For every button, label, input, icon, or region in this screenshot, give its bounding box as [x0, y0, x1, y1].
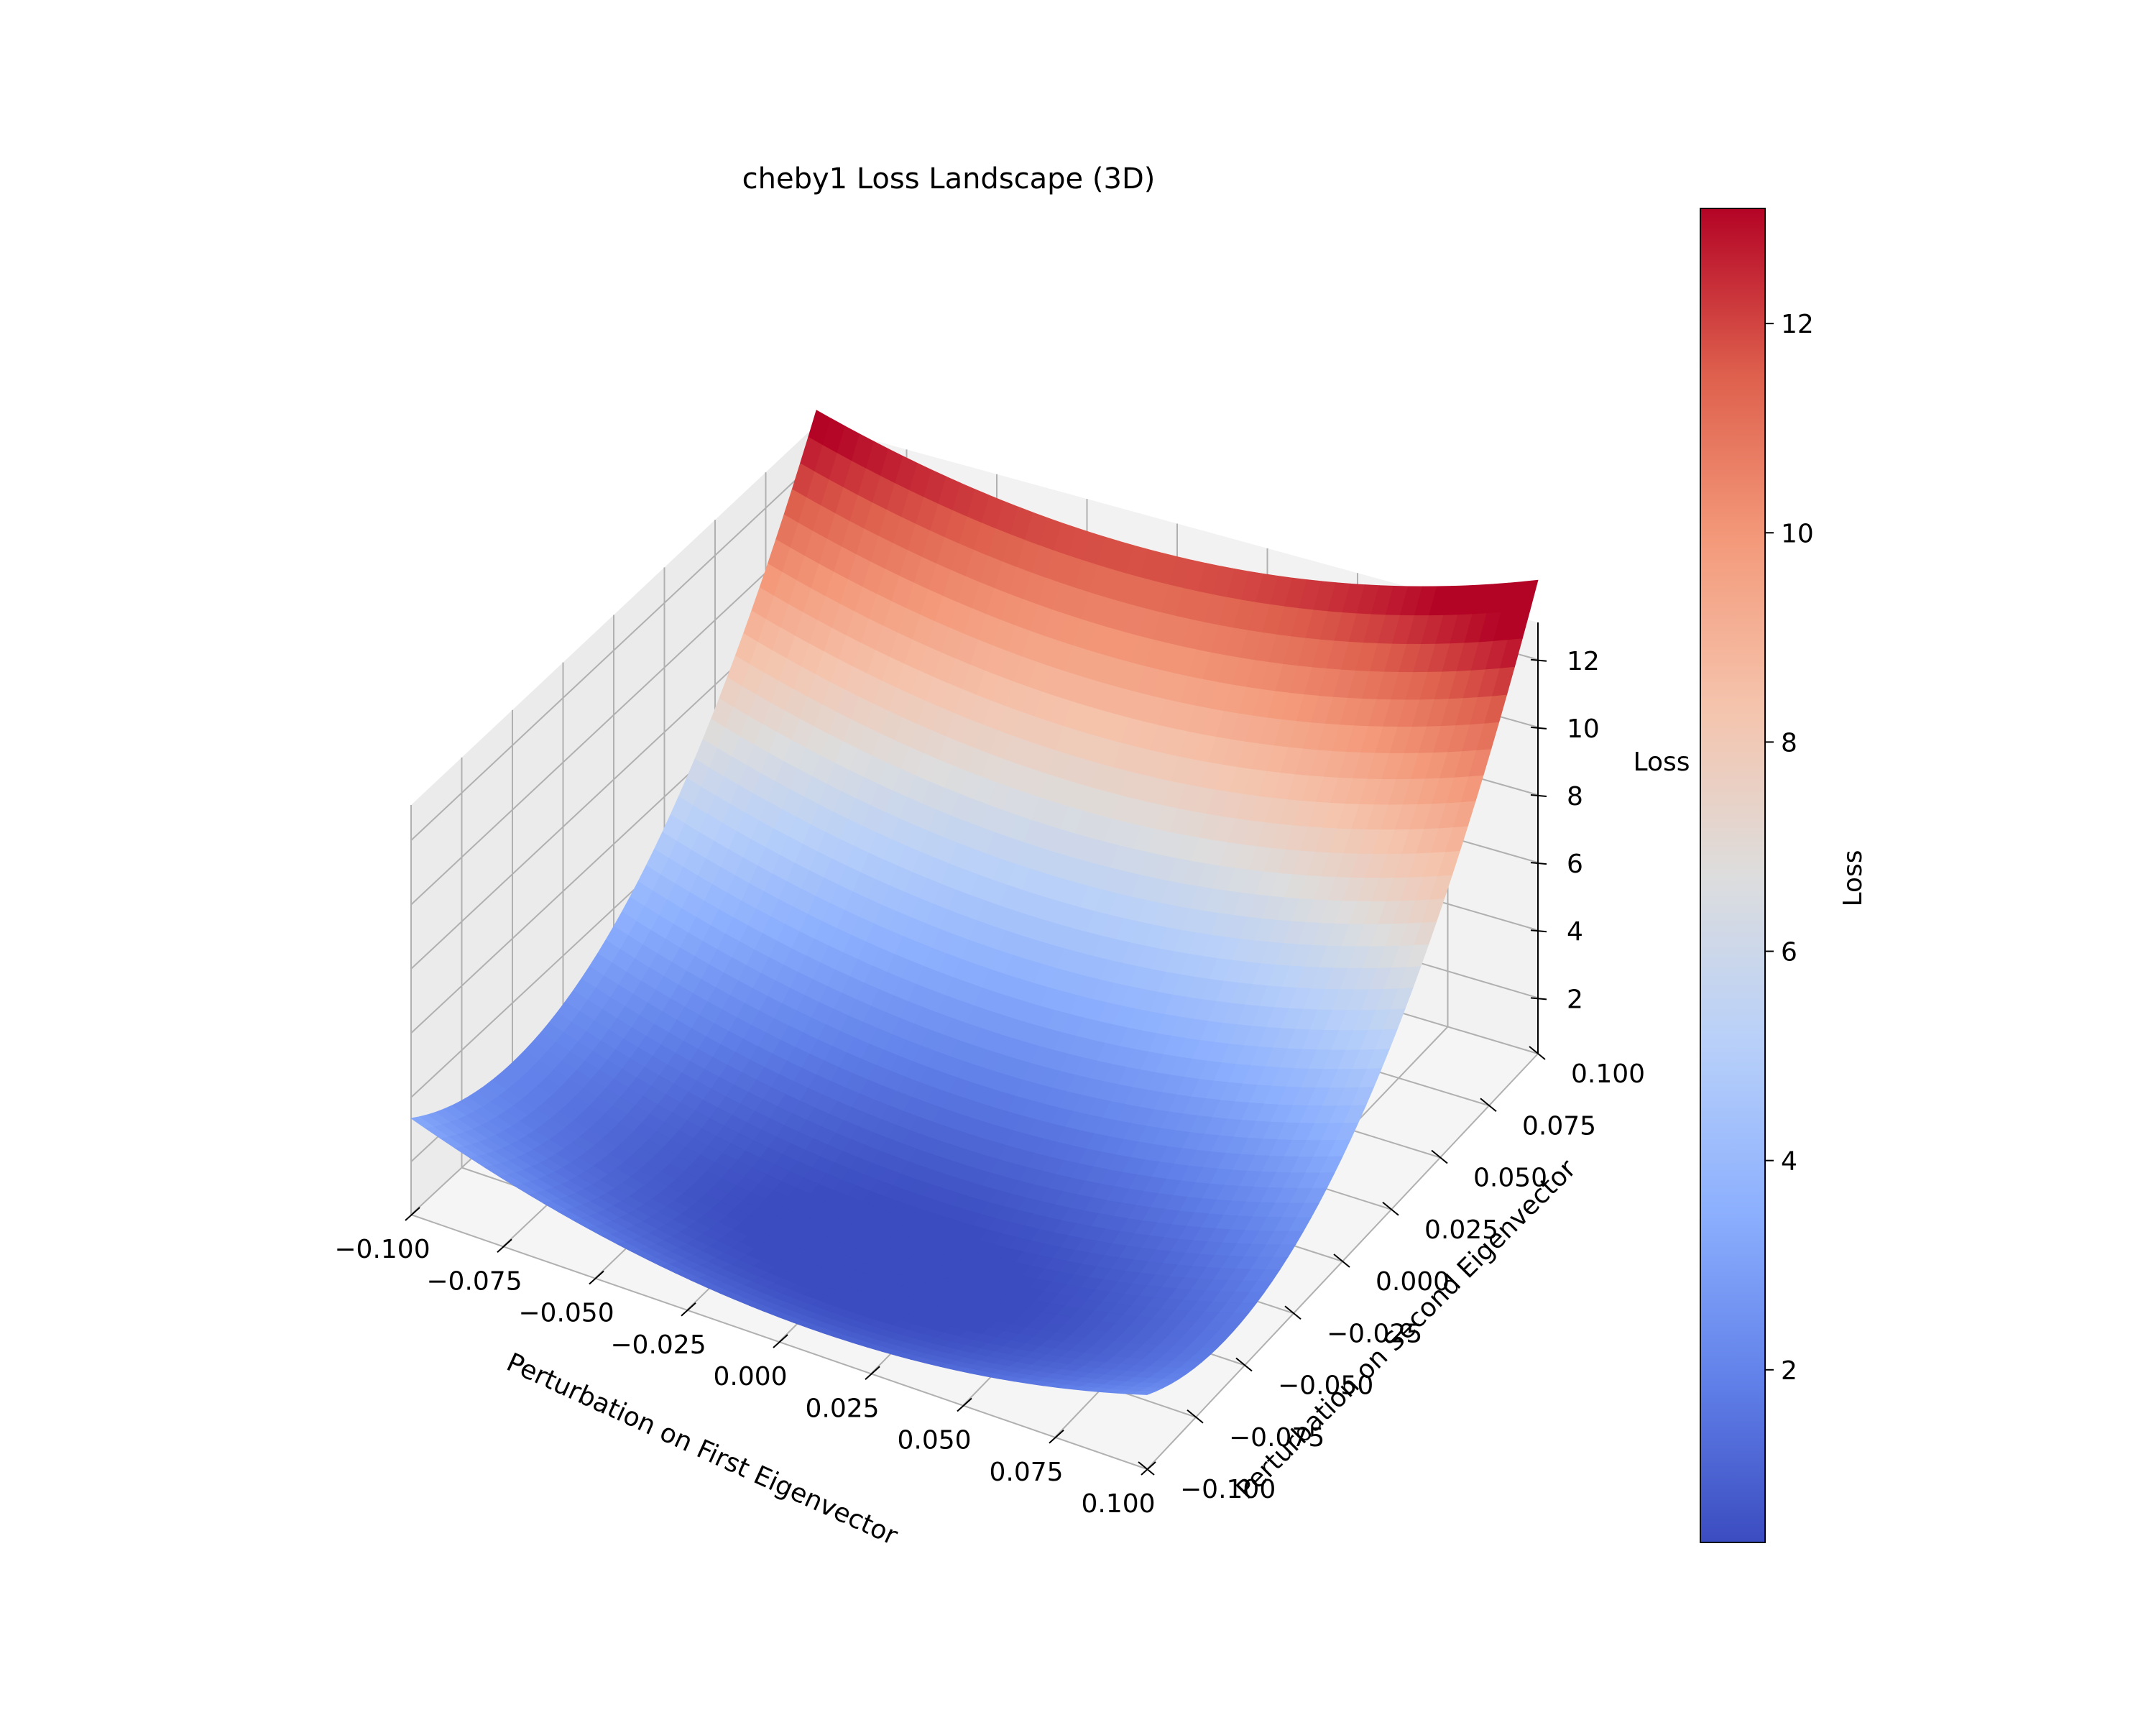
colorbar-gradient	[1700, 208, 1766, 1543]
y-tick-mark	[1187, 1409, 1204, 1424]
x-axis-label: Perturbation on First Eigenvector	[502, 1348, 902, 1551]
z-tick-mark	[1530, 997, 1547, 1000]
x-tick-label: −0.050	[518, 1299, 614, 1328]
x-tick-label: −0.025	[610, 1330, 706, 1360]
y-tick-label: −0.025	[1327, 1319, 1422, 1348]
y-tick-mark	[1431, 1149, 1448, 1164]
y-tick-label: 0.075	[1522, 1111, 1596, 1141]
z-tick-label: 12	[1567, 647, 1600, 676]
y-tick-label: −0.075	[1229, 1423, 1325, 1453]
left-gridline-z	[410, 459, 817, 841]
x-tick-label: −0.075	[426, 1266, 522, 1296]
x-tick-mark	[589, 1270, 604, 1285]
y-tick-label: 0.100	[1571, 1059, 1645, 1089]
colorbar: 2 4 6 8 10 12 Loss	[1700, 208, 1868, 1543]
z-tick-label: 10	[1567, 714, 1600, 744]
y-tick-label: 0.050	[1473, 1164, 1547, 1193]
loss-surface	[410, 410, 1539, 1395]
x-tick-mark	[1049, 1430, 1064, 1444]
y-tick-mark	[1333, 1254, 1350, 1268]
y-tick-mark	[1138, 1461, 1155, 1476]
y-tick-label: 0.000	[1376, 1267, 1450, 1297]
colorbar-tick-label: 10	[1781, 519, 1814, 548]
x-tick-label: 0.100	[1081, 1489, 1155, 1519]
x-tick-mark	[957, 1397, 972, 1412]
y-tick-label: −0.100	[1180, 1475, 1276, 1504]
z-tick-label: 6	[1567, 850, 1583, 879]
y-tick-mark	[1480, 1098, 1497, 1113]
z-tick-mark	[1530, 794, 1547, 797]
x-tick-label: −0.100	[334, 1235, 430, 1264]
x-tick-mark	[773, 1334, 788, 1348]
left-gridline-z	[410, 525, 817, 906]
colorbar-ticks: 2 4 6 8 10 12	[1765, 310, 1814, 1386]
z-tick-mark	[1530, 658, 1547, 662]
x-tick-mark	[681, 1302, 696, 1317]
chart-title: cheby1 Loss Landscape (3D)	[742, 162, 1156, 196]
z-tick-mark	[1530, 929, 1547, 933]
z-tick-mark	[1530, 726, 1547, 730]
colorbar-tick-label: 8	[1781, 728, 1797, 758]
y-tick-label: −0.050	[1278, 1371, 1373, 1401]
x-tick-label: 0.075	[989, 1458, 1063, 1487]
z-tick-label: 2	[1567, 985, 1583, 1014]
z-tick-mark	[1530, 862, 1547, 865]
x-tick-mark	[405, 1207, 420, 1221]
x-tick-mark	[497, 1238, 512, 1253]
x-tick-mark	[865, 1366, 880, 1380]
x-tick-mark	[1141, 1461, 1156, 1476]
z-tick-label: 4	[1567, 917, 1583, 947]
colorbar-tick-label: 12	[1781, 310, 1814, 339]
axes-ticks: −0.100−0.075−0.050−0.0250.0000.0250.0500…	[334, 622, 1645, 1519]
y-tick-mark	[1284, 1305, 1302, 1320]
colorbar-tick-label: 4	[1781, 1147, 1797, 1177]
z-axis-label: Loss	[1634, 748, 1690, 777]
x-tick-label: 0.025	[805, 1394, 879, 1423]
y-tick-mark	[1235, 1357, 1253, 1372]
colorbar-tick-label: 6	[1781, 938, 1797, 967]
x-tick-label: 0.000	[713, 1362, 787, 1392]
z-tick-label: 8	[1567, 782, 1583, 811]
colorbar-tick-label: 2	[1781, 1356, 1797, 1386]
y-tick-label: 0.025	[1424, 1215, 1498, 1245]
surface-patch	[1132, 1390, 1156, 1395]
colorbar-label: Loss	[1838, 850, 1868, 907]
y-tick-mark	[1382, 1201, 1399, 1216]
x-tick-label: 0.050	[897, 1426, 971, 1455]
